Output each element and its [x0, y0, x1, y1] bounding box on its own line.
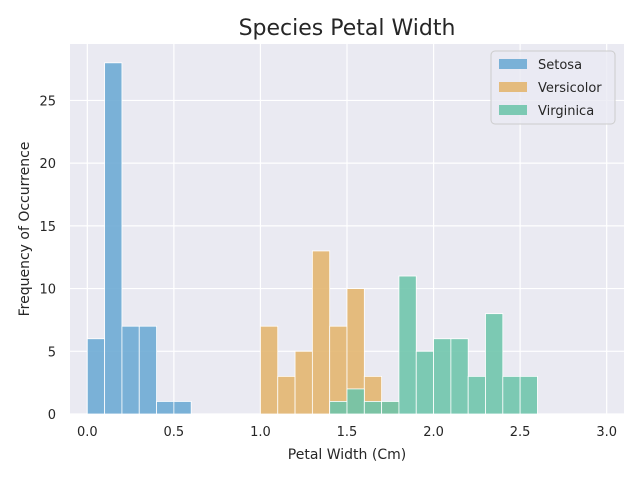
x-tick-label: 1.0: [250, 425, 271, 440]
legend: Setosa Versicolor Virginica: [490, 50, 616, 125]
bar-virginica: [450, 338, 469, 415]
bar-setosa: [121, 325, 140, 415]
bar-setosa: [104, 62, 123, 415]
bar-virginica: [485, 313, 504, 415]
legend-label-versicolor: Versicolor: [538, 81, 602, 96]
y-tick-label: 10: [39, 283, 56, 298]
x-tick-label: 0.0: [77, 425, 98, 440]
bar-versicolor: [294, 350, 313, 415]
x-tick-label: 2.0: [423, 425, 444, 440]
bar-setosa: [173, 401, 192, 415]
bar-virginica: [415, 350, 434, 415]
chart-title: Species Petal Width: [239, 16, 456, 41]
y-tick-label: 15: [39, 220, 56, 235]
bar-virginica: [329, 401, 348, 415]
bar-virginica: [381, 401, 400, 415]
bar-virginica: [467, 375, 486, 415]
x-axis-label: Petal Width (Cm): [288, 447, 406, 463]
bar-versicolor: [260, 325, 279, 415]
legend-swatch-setosa: [499, 59, 527, 69]
bar-versicolor: [329, 325, 348, 415]
x-tick-label: 2.5: [510, 425, 531, 440]
bar-setosa: [156, 401, 175, 415]
legend-swatch-virginica: [499, 105, 527, 115]
x-tick-label: 1.5: [337, 425, 358, 440]
legend-swatch-versicolor: [499, 82, 527, 92]
bar-virginica: [398, 275, 417, 415]
y-tick-label: 25: [39, 94, 56, 109]
bar-versicolor: [311, 250, 331, 415]
bar-setosa: [86, 338, 106, 415]
y-axis-label: Frequency of Occurrence: [17, 142, 33, 317]
axis-ticks: 0.0 0.5 1.0 1.5 2.0 2.5 3.0 0 5 10 15 20 25: [39, 94, 617, 440]
y-tick-label: 20: [39, 157, 56, 172]
bar-setosa: [138, 325, 157, 415]
x-tick-label: 0.5: [164, 425, 185, 440]
bar-virginica: [363, 401, 383, 415]
bar-virginica: [346, 388, 365, 415]
bar-virginica: [502, 375, 521, 415]
bar-virginica: [519, 375, 538, 415]
legend-label-virginica: Virginica: [538, 104, 594, 119]
y-tick-label: 0: [48, 408, 56, 423]
y-tick-label: 5: [48, 345, 56, 360]
legend-label-setosa: Setosa: [538, 58, 582, 73]
bar-virginica: [433, 338, 452, 415]
histogram-bars: [86, 62, 538, 415]
bar-versicolor: [277, 375, 296, 415]
x-tick-label: 3.0: [596, 425, 617, 440]
